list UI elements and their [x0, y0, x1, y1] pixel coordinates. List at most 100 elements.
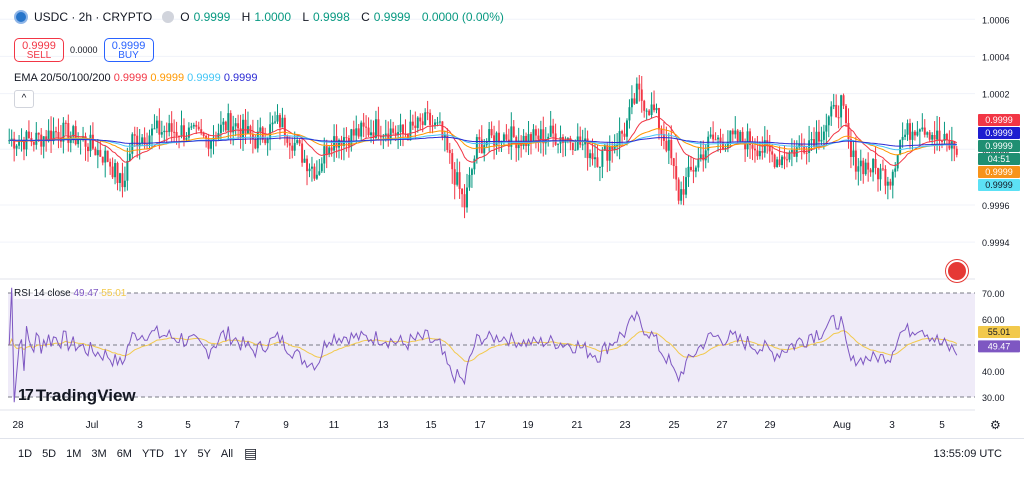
- candle-body: [884, 169, 887, 186]
- candle-body: [165, 130, 168, 133]
- candle-body: [751, 145, 754, 149]
- candle-body: [286, 136, 289, 143]
- price-badge: [978, 140, 1020, 152]
- range-button-1y[interactable]: 1Y: [173, 448, 188, 460]
- candle-body: [303, 158, 306, 163]
- range-button-5d[interactable]: 5D: [42, 448, 57, 460]
- candle-body: [288, 142, 291, 146]
- candle-body: [571, 142, 574, 150]
- candle-body: [704, 150, 707, 161]
- usdc-logo-icon: [14, 10, 28, 24]
- candle-body: [478, 137, 481, 140]
- ema100-value: 0.9999: [187, 72, 221, 84]
- candle-body: [886, 181, 889, 186]
- candle-body: [15, 145, 18, 149]
- candle-body: [72, 126, 75, 137]
- candle-body: [222, 121, 225, 125]
- candle-body: [333, 136, 336, 151]
- candle-body: [436, 122, 439, 124]
- symbol-header: USDC · 2h · CRYPTO O 0.9999 H 1.0000 L 0.99…: [14, 10, 508, 24]
- candle-body: [264, 139, 267, 144]
- candle-body: [618, 131, 621, 146]
- price-badge-label: 0.9999: [985, 141, 1013, 151]
- candle-body: [94, 148, 97, 156]
- buy-button[interactable]: 0.9999 BUY: [103, 38, 154, 62]
- candle-body: [239, 128, 242, 139]
- candle-body: [429, 112, 432, 126]
- range-button-3m[interactable]: 3M: [91, 448, 107, 460]
- us-flag-icon[interactable]: [946, 260, 968, 282]
- candle-body: [133, 134, 136, 136]
- candle-body: [729, 130, 732, 143]
- candle-body: [877, 168, 879, 180]
- candle-body: [611, 146, 614, 150]
- candle-body: [352, 129, 355, 136]
- symbol-title[interactable]: USDC · 2h · CRYPTO: [34, 10, 153, 24]
- candle-body: [717, 137, 720, 140]
- settings-gear-icon[interactable]: ⚙: [990, 418, 1001, 432]
- ema200-value: 0.9999: [223, 72, 258, 84]
- candle-body: [441, 121, 444, 138]
- candle-body: [906, 123, 909, 135]
- candle-body: [480, 139, 483, 154]
- collapse-legend-button[interactable]: ^: [14, 90, 34, 108]
- tradingview-logo-text: TradingView: [35, 386, 136, 405]
- candle-body: [778, 159, 781, 166]
- candle-body: [591, 153, 594, 160]
- candle-body: [805, 152, 808, 154]
- time-tick-label: 19: [522, 420, 534, 431]
- candle-body: [586, 138, 589, 159]
- candle-body: [466, 187, 468, 208]
- candle-body: [502, 134, 505, 142]
- candle-body: [274, 121, 277, 123]
- candle-body: [330, 147, 333, 151]
- candle-body: [55, 131, 57, 133]
- candle-body: [726, 142, 729, 148]
- candle-body: [616, 145, 619, 147]
- time-tick-label: Aug: [833, 420, 851, 431]
- candle-body: [931, 134, 934, 140]
- candle-body: [205, 135, 208, 139]
- candle-body: [32, 141, 35, 145]
- rsi-legend[interactable]: RSI 14 close 49.47 55.01: [14, 288, 127, 299]
- candle-body: [296, 140, 299, 143]
- candle-body: [483, 145, 486, 154]
- candle-body: [190, 126, 193, 128]
- candle-body: [350, 129, 353, 147]
- candle-body: [106, 150, 109, 162]
- candle-body: [901, 136, 904, 141]
- candle-body: [163, 130, 166, 133]
- candle-body: [318, 171, 321, 175]
- rsi-tick-label: 30.00: [982, 393, 1005, 403]
- spread-value: 0.0000: [70, 45, 98, 55]
- range-button-6m[interactable]: 6M: [116, 448, 132, 460]
- candle-body: [131, 134, 134, 154]
- price-badges: 0.9999 0.9999 0.9999 04:51 0.9999 0.9999: [978, 114, 1020, 191]
- utc-clock[interactable]: 13:55:09 UTC: [933, 448, 1002, 460]
- candle-body: [397, 132, 400, 135]
- candle-body: [613, 145, 616, 150]
- range-button-5y[interactable]: 5Y: [197, 448, 211, 460]
- candle-body: [864, 162, 867, 175]
- ema-legend[interactable]: EMA 20/50/100/200 0.9999 0.9999 0.9999 0…: [14, 72, 258, 84]
- range-button-1m[interactable]: 1M: [66, 448, 82, 460]
- candle-body: [411, 121, 414, 126]
- time-tick-label: 7: [234, 420, 240, 431]
- range-button-all[interactable]: All: [220, 448, 234, 460]
- candle-body: [91, 134, 94, 149]
- candle-body: [753, 148, 756, 151]
- time-tick-label: 23: [619, 420, 631, 431]
- candle-body: [692, 170, 695, 172]
- candle-body: [761, 151, 764, 153]
- rsi-tick-label: 70.00: [982, 289, 1005, 299]
- range-button-1d[interactable]: 1D: [18, 448, 33, 460]
- tradingview-logo[interactable]: 17 TradingView: [18, 386, 136, 406]
- candle-body: [589, 153, 592, 159]
- candle-body: [739, 131, 742, 142]
- sell-button[interactable]: 0.9999 SELL: [14, 38, 64, 62]
- candle-body: [731, 130, 734, 135]
- candle-body: [37, 132, 40, 135]
- range-button-ytd[interactable]: YTD: [141, 448, 164, 460]
- calendar-icon[interactable]: ▤: [244, 445, 258, 461]
